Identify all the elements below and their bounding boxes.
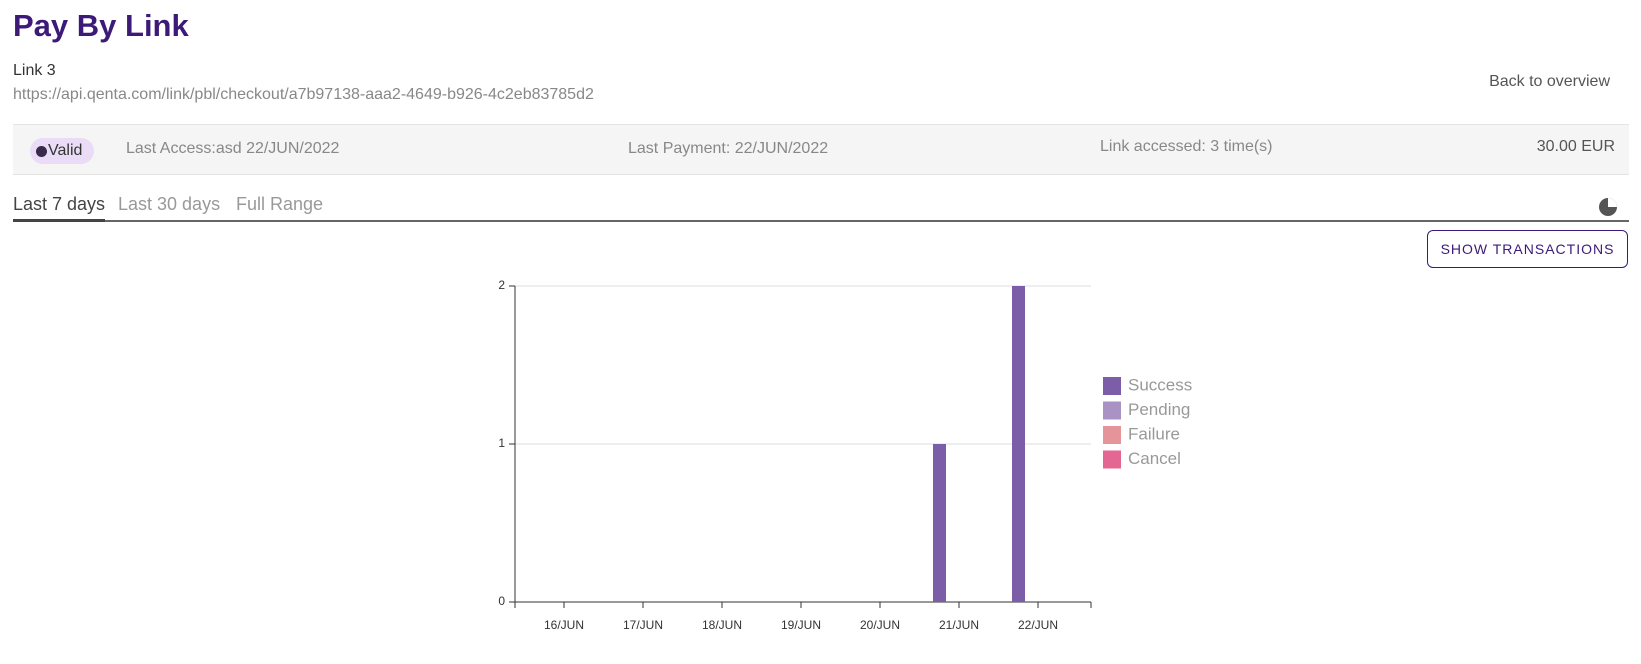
status-pill: Valid: [30, 138, 95, 164]
chart-toggle-icon[interactable]: [1598, 197, 1618, 217]
x-tick-label: 16/JUN: [544, 618, 584, 632]
y-tick-label: 2: [498, 278, 505, 292]
legend-label: Cancel: [1128, 449, 1181, 468]
status-text: Valid: [48, 142, 83, 159]
x-tick-label: 22/JUN: [1018, 618, 1058, 632]
link-url: https://api.qenta.com/link/pbl/checkout/…: [13, 86, 594, 103]
x-tick-label: 19/JUN: [781, 618, 821, 632]
bar: [933, 444, 946, 602]
amount: 30.00 EUR: [1536, 138, 1615, 155]
show-transactions-button[interactable]: SHOW TRANSACTIONS: [1427, 230, 1628, 268]
info-bar: Valid Last Access:asd 22/JUN/2022 Last P…: [13, 124, 1629, 175]
tab[interactable]: Last 7 days: [13, 194, 106, 222]
legend-label: Failure: [1128, 424, 1180, 443]
x-tick-label: 18/JUN: [702, 618, 742, 632]
back-link[interactable]: Back to overview: [1489, 73, 1610, 90]
y-tick-label: 1: [498, 436, 505, 450]
y-tick-label: 0: [498, 594, 505, 608]
legend-swatch: [1103, 401, 1121, 420]
x-tick-label: 21/JUN: [939, 618, 979, 632]
link-name: Link 3: [13, 62, 56, 79]
last-access: Last Access:asd 22/JUN/2022: [126, 140, 340, 157]
tab[interactable]: Full Range: [236, 194, 324, 214]
x-tick-label: 20/JUN: [860, 618, 900, 632]
legend-label: Pending: [1128, 400, 1190, 419]
legend-swatch: [1103, 426, 1121, 444]
status-dot: [36, 146, 47, 157]
bar: [1012, 286, 1025, 602]
tab[interactable]: Last 30 days: [118, 194, 221, 214]
legend-swatch: [1103, 450, 1121, 469]
tab-divider: [13, 220, 1629, 222]
legend-label: Success: [1128, 375, 1192, 394]
x-tick-label: 17/JUN: [623, 618, 663, 632]
access-count: Link accessed: 3 time(s): [1100, 138, 1273, 155]
last-payment: Last Payment: 22/JUN/2022: [628, 140, 829, 157]
page-title: Pay By Link: [13, 8, 189, 43]
legend-swatch: [1103, 377, 1121, 395]
